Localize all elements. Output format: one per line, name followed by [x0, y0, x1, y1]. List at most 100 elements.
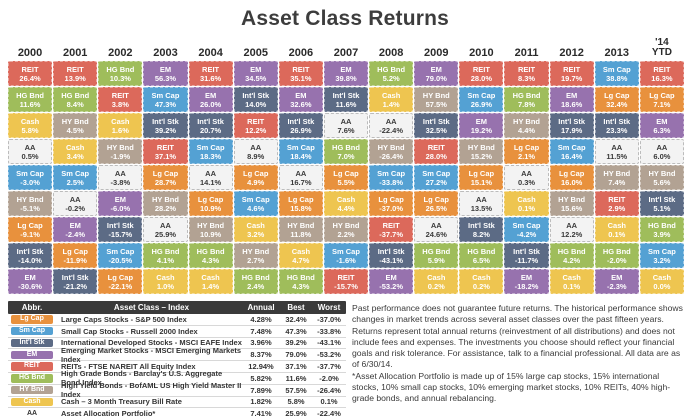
return-cell: EM 6.3% — [639, 113, 684, 138]
abbr-badge: Int'l Stk — [11, 338, 53, 348]
year-column-2009: 2009 EM 79.0% HY Bnd 57.5% Int'l Stk 32.5% REIT… — [414, 37, 459, 294]
best-return: 57.5% — [285, 385, 307, 395]
year-header: 2002 — [108, 47, 133, 59]
return-cell: HG Bnd 3.9% — [639, 217, 684, 242]
return-cell: AA 25.9% — [143, 217, 188, 242]
return-cell: Cash 0.1% — [594, 217, 639, 242]
year-header: 2012 — [559, 47, 584, 59]
year-header: 2009 — [424, 47, 449, 59]
return-cell: Int'l Stk -43.1% — [369, 243, 414, 268]
return-cell: Cash 4.7% — [278, 243, 323, 268]
return-cell: Lg Cap 15.8% — [278, 191, 323, 216]
return-cell: HY Bnd 57.5% — [414, 87, 459, 112]
annual-return: 5.82% — [250, 373, 272, 383]
return-cell: HG Bnd 4.3% — [278, 269, 323, 294]
year-header: 2005 — [243, 47, 268, 59]
return-cell: HY Bnd 15.6% — [549, 191, 594, 216]
abbr-badge: Lg Cap — [11, 315, 53, 324]
return-cell: AA -0.2% — [53, 191, 98, 216]
return-cell: HY Bnd 28.2% — [143, 191, 188, 216]
legend-header-best: Best — [287, 303, 305, 312]
year-column-2012: 2012 REIT 19.7% EM 18.6% Int'l Stk 17.9% Sm Cap… — [549, 37, 594, 294]
return-cell: Int'l Stk 39.2% — [143, 113, 188, 138]
return-cell: HG Bnd 10.3% — [98, 61, 143, 86]
return-cell: Lg Cap -9.1% — [8, 217, 53, 242]
return-cell: Lg Cap 5.5% — [323, 165, 369, 190]
year-header: 2001 — [62, 47, 88, 59]
page-title: Asset Class Returns — [240, 7, 450, 30]
asset-class-name: Emerging Market Stocks - MSCI Emerging M… — [61, 345, 242, 364]
asset-class-name: High Yield Bonds - BofAML US High Yield … — [61, 381, 242, 400]
best-return: 79.0% — [285, 350, 307, 360]
return-cell: Int'l Stk 20.7% — [188, 113, 233, 138]
best-return: 25.9% — [285, 409, 307, 419]
return-cell: REIT 35.1% — [278, 61, 323, 86]
return-cell: Sm Cap -1.6% — [323, 243, 369, 268]
return-cell: EM -30.6% — [8, 269, 53, 294]
return-cell: Lg Cap 28.7% — [143, 165, 188, 190]
asset-class-name: Asset Allocation Portfolio* — [61, 409, 156, 419]
return-cell: Cash 0.0% — [639, 269, 684, 294]
return-cell: HY Bnd 4.5% — [53, 113, 98, 138]
return-cell: HY Bnd 5.6% — [639, 165, 684, 190]
legend-row: Sm Cap Small Cap Stocks - Russell 2000 In… — [8, 325, 346, 338]
return-cell: HY Bnd 4.4% — [504, 113, 549, 138]
asset-class-name: International Developed Stocks - MSCI EA… — [61, 338, 242, 348]
worst-return: -53.2% — [317, 350, 341, 360]
return-cell: Cash 0.1% — [549, 269, 594, 294]
year-header: 2008 — [378, 47, 404, 59]
year-column-2001: 2001 REIT 13.9% HG Bnd 8.4% HY Bnd 4.5% Cash 3.4… — [53, 37, 98, 294]
annual-return: 8.37% — [250, 350, 272, 360]
return-cell: Int'l Stk 14.0% — [233, 87, 278, 112]
legend-row: HY Bnd High Yield Bonds - BofAML US High … — [8, 381, 346, 399]
return-cell: REIT 13.9% — [53, 61, 98, 86]
return-cell: Sm Cap 18.4% — [278, 139, 323, 164]
return-cell: Sm Cap 2.5% — [53, 165, 98, 190]
return-cell: REIT 37.1% — [143, 139, 188, 164]
return-cell: Sm Cap -33.8% — [369, 165, 414, 190]
annual-return: 12.94% — [248, 362, 274, 372]
return-cell: HG Bnd 4.2% — [549, 243, 594, 268]
returns-grid: 2000 REIT 26.4% HG Bnd 11.6% Cash 5.8% AA 0.5% Sm… — [8, 37, 684, 294]
year-header: 2006 — [288, 47, 314, 59]
return-cell: Lg Cap -22.1% — [98, 269, 143, 294]
return-cell: HY Bnd 10.9% — [188, 217, 233, 242]
return-cell: Sm Cap 47.3% — [143, 87, 188, 112]
return-cell: HG Bnd 8.4% — [53, 87, 98, 112]
return-cell: EM 39.8% — [323, 61, 369, 86]
return-cell: Sm Cap 27.2% — [414, 165, 459, 190]
return-cell: Int'l Stk -14.0% — [8, 243, 53, 268]
best-return: 37.1% — [285, 362, 307, 372]
abbr-badge: HG Bnd — [11, 374, 53, 383]
return-cell: Cash 1.6% — [98, 113, 143, 138]
return-cell: AA 12.2% — [549, 217, 594, 242]
return-cell: HG Bnd 6.5% — [459, 243, 504, 268]
legend-row: Cash Cash – 3 Month Treasury Bill Rate 1.8… — [8, 396, 346, 409]
return-cell: HY Bnd 2.7% — [233, 243, 278, 268]
legend-rows: Lg Cap Large Caps Stocks - S&P 500 Index 4… — [8, 314, 346, 419]
return-cell: AA 7.6% — [323, 113, 369, 138]
return-cell: AA -3.8% — [98, 165, 143, 190]
return-cell: HG Bnd -2.0% — [594, 243, 639, 268]
asset-class-name: REITs - FTSE NAREIT All Equity Index — [61, 362, 196, 372]
return-cell: HY Bnd 2.2% — [323, 217, 369, 242]
return-cell: Lg Cap -11.9% — [53, 243, 98, 268]
return-cell: Lg Cap 15.1% — [459, 165, 504, 190]
return-cell: Lg Cap 32.4% — [594, 87, 639, 112]
return-cell: Lg Cap 10.9% — [188, 191, 233, 216]
best-return: 32.4% — [285, 314, 307, 324]
year-column-2011: 2011 REIT 8.3% HG Bnd 7.8% HY Bnd 4.4% Lg Cap 2.… — [504, 37, 549, 294]
return-cell: Sm Cap 4.6% — [233, 191, 278, 216]
return-cell: HY Bnd 7.4% — [594, 165, 639, 190]
return-cell: Lg Cap 16.0% — [549, 165, 594, 190]
return-cell: HY Bnd 15.2% — [459, 139, 504, 164]
year-column-2013: 2013 Sm Cap 38.8% Lg Cap 32.4% Int'l Stk 23.3%… — [594, 37, 639, 294]
return-cell: Cash 0.1% — [504, 191, 549, 216]
return-cell: Int'l Stk 17.9% — [549, 113, 594, 138]
disclaimer-text: Past performance does not guarantee futu… — [352, 303, 686, 405]
return-cell: EM 56.3% — [143, 61, 188, 86]
year-column-2007: 2007 EM 39.8% Int'l Stk 11.6% AA 7.6% HG Bnd 7.0… — [323, 37, 369, 294]
best-return: 39.2% — [285, 338, 307, 348]
return-cell: REIT 2.9% — [594, 191, 639, 216]
